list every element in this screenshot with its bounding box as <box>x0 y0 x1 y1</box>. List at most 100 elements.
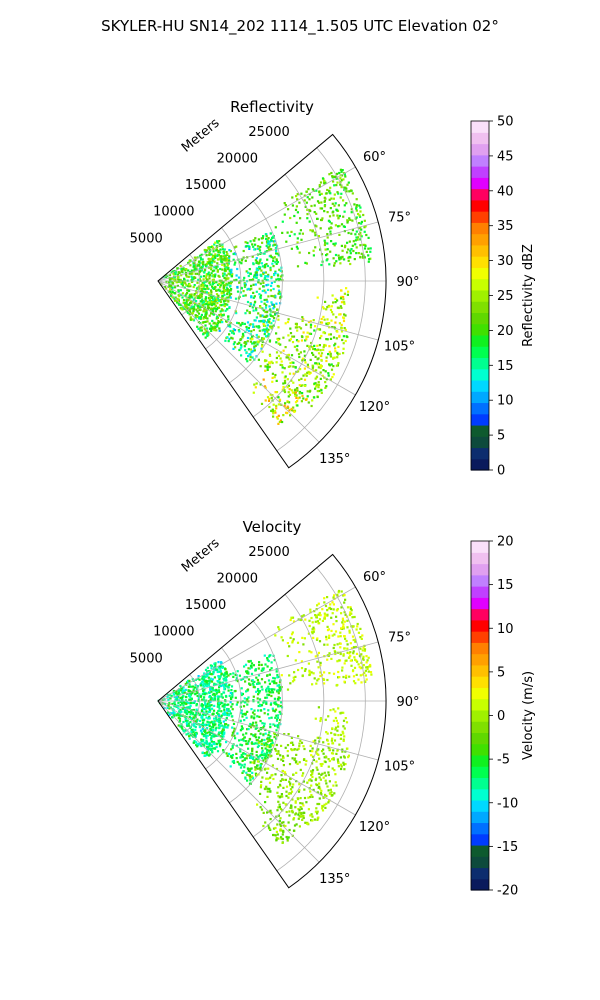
echo-gate <box>323 205 326 208</box>
echo-gate <box>323 671 326 674</box>
echo-gate <box>359 206 362 209</box>
echo-gate <box>207 301 210 304</box>
echo-gate <box>327 801 330 804</box>
echo-gate <box>195 712 198 715</box>
echo-gate <box>265 690 268 693</box>
echo-gate <box>254 259 257 262</box>
echo-gate <box>200 285 203 288</box>
echo-gate <box>311 628 314 631</box>
echo-gate <box>203 723 206 726</box>
echo-gate <box>345 202 348 205</box>
echo-gate <box>321 608 324 611</box>
echo-gate <box>312 347 315 351</box>
echo-gate <box>253 276 256 279</box>
echo-gate <box>339 652 342 656</box>
echo-gate <box>331 376 334 379</box>
echo-gate <box>354 243 357 246</box>
echo-gate <box>323 601 326 604</box>
echo-gate <box>203 688 206 691</box>
echo-gate <box>337 670 340 674</box>
echo-gate <box>235 245 238 248</box>
echo-gate <box>330 363 333 366</box>
echo-gate <box>209 283 212 286</box>
echo-gate <box>213 704 216 707</box>
echo-gate <box>259 704 262 708</box>
echo-gate <box>238 330 241 333</box>
echo-gate <box>196 310 199 313</box>
echo-gate <box>204 706 208 709</box>
echo-gate <box>275 682 278 685</box>
echo-gate <box>302 816 305 819</box>
echo-gate <box>180 274 183 277</box>
echo-gate <box>323 756 326 759</box>
echo-gate <box>336 299 339 302</box>
colorbar-segment <box>471 721 489 733</box>
echo-gate <box>328 363 331 366</box>
echo-gate <box>300 812 303 815</box>
echo-gate <box>227 267 230 270</box>
echo-gate <box>342 215 345 218</box>
echo-gate <box>193 268 196 271</box>
echo-gate <box>218 686 221 689</box>
echo-gate <box>203 300 206 303</box>
echo-gate <box>264 399 267 402</box>
echo-gate <box>212 303 215 306</box>
echo-gate <box>335 260 338 263</box>
echo-gate <box>250 733 253 736</box>
echo-gate <box>313 348 317 351</box>
echo-gate <box>246 779 249 782</box>
echo-gate <box>336 609 339 612</box>
reflectivity-colorbar-label: Reflectivity dBZ <box>521 244 536 347</box>
echo-gate <box>341 625 345 628</box>
echo-gate <box>313 628 316 631</box>
echo-gate <box>189 301 192 304</box>
echo-gate <box>197 312 200 315</box>
echo-gate <box>232 258 235 261</box>
echo-gate <box>246 698 249 701</box>
reflectivity-echoes <box>159 168 372 425</box>
echo-gate <box>255 309 258 312</box>
echo-gate <box>293 410 296 413</box>
echo-gate <box>351 635 355 638</box>
echo-gate <box>336 181 339 184</box>
echo-gate <box>316 296 319 299</box>
echo-gate <box>271 741 274 744</box>
echo-gate <box>355 246 358 249</box>
echo-gate <box>188 283 191 286</box>
echo-gate <box>228 333 231 336</box>
echo-gate <box>318 776 321 779</box>
echo-gate <box>205 316 208 320</box>
echo-gate <box>317 736 320 739</box>
echo-gate <box>246 754 249 757</box>
echo-gate <box>274 373 277 377</box>
echo-gate <box>344 339 347 343</box>
echo-gate <box>210 246 213 249</box>
echo-gate <box>203 729 207 732</box>
echo-gate <box>203 730 206 733</box>
echo-gate <box>215 688 218 691</box>
echo-gate <box>185 696 188 699</box>
echo-gate <box>266 324 269 327</box>
echo-gate <box>264 265 267 269</box>
echo-gate <box>223 273 226 276</box>
echo-gate <box>354 638 357 641</box>
echo-gate <box>363 648 367 651</box>
echo-gate <box>213 255 216 258</box>
echo-gate <box>195 708 198 711</box>
echo-gate <box>215 683 218 686</box>
echo-gate <box>277 626 280 629</box>
echo-gate <box>231 694 234 697</box>
echo-gate <box>343 210 346 213</box>
colorbar-segment <box>471 166 489 178</box>
echo-gate <box>327 715 330 718</box>
echo-gate <box>287 365 290 368</box>
echo-gate <box>337 591 340 594</box>
echo-gate <box>229 712 233 715</box>
echo-gate <box>178 713 181 716</box>
echo-gate <box>221 696 224 699</box>
echo-gate <box>200 740 203 743</box>
echo-gate <box>317 677 320 681</box>
echo-gate <box>230 275 233 278</box>
echo-gate <box>169 697 172 700</box>
echo-gate <box>225 319 228 322</box>
